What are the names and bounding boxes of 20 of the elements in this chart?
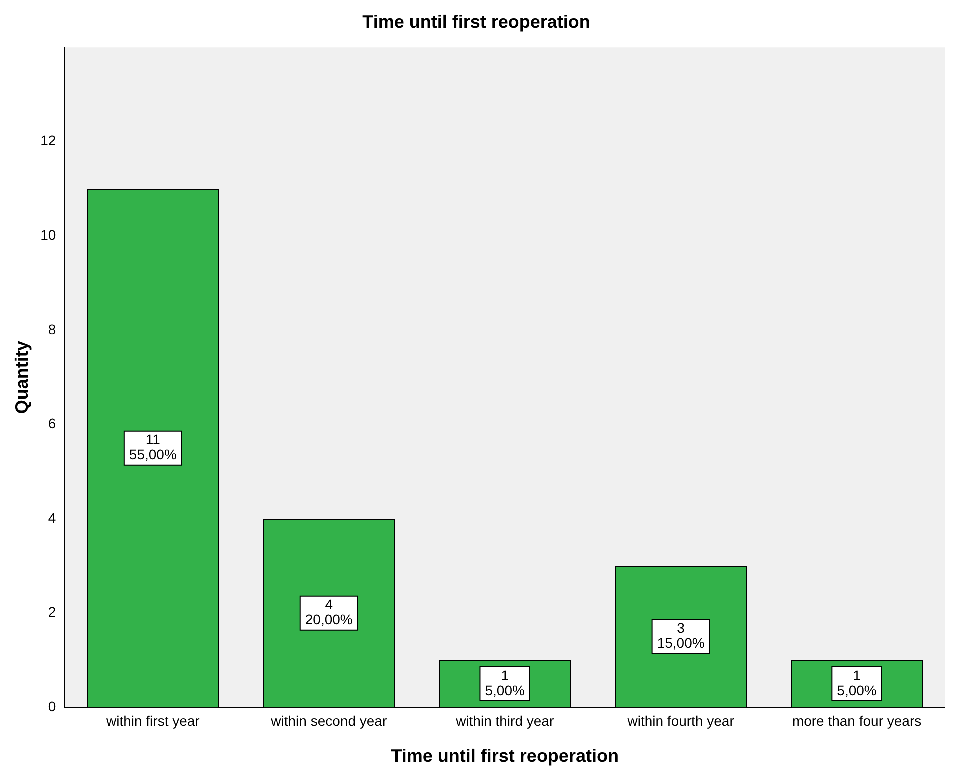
data-label: 4 20,00% bbox=[305, 596, 353, 628]
data-label: 1 5,00% bbox=[485, 667, 525, 698]
y-tick-label: 4 bbox=[48, 510, 56, 526]
y-tick-label: 8 bbox=[48, 321, 56, 338]
y-tick-label: 6 bbox=[48, 416, 56, 432]
y-tick-label: 12 bbox=[40, 132, 56, 149]
data-label: 1 5,00% bbox=[837, 667, 877, 698]
y-tick-label: 2 bbox=[48, 604, 56, 620]
x-axis-title: Time until first reoperation bbox=[391, 746, 619, 766]
y-tick-label: 10 bbox=[40, 227, 56, 244]
x-tick-label: within fourth year bbox=[626, 712, 735, 729]
x-tick-label: more than four years bbox=[792, 712, 922, 729]
y-tick-label: 0 bbox=[48, 698, 56, 714]
data-label: 11 55,00% bbox=[129, 432, 177, 463]
x-tick-label: within second year bbox=[270, 712, 388, 729]
y-axis-title: Quantity bbox=[12, 341, 32, 414]
data-label: 3 15,00% bbox=[657, 620, 705, 652]
x-tick-label: within third year bbox=[455, 712, 554, 729]
x-tick-label: within first year bbox=[105, 712, 200, 729]
chart-title: Time until first reoperation bbox=[362, 12, 590, 32]
